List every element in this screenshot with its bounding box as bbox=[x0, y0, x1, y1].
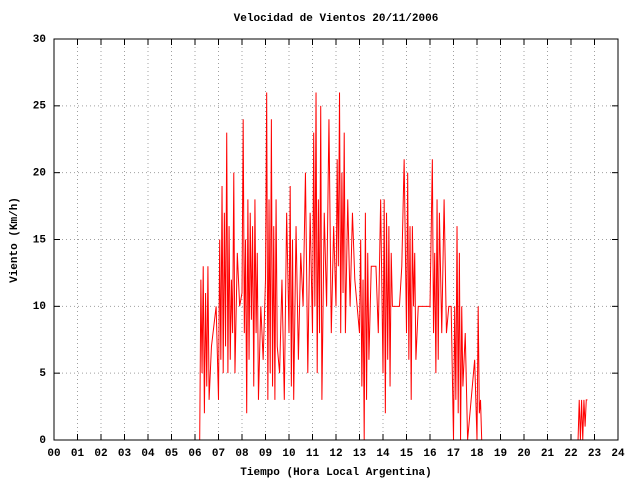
x-tick-label: 02 bbox=[94, 448, 107, 460]
x-tick-label: 21 bbox=[541, 448, 555, 460]
plot-border bbox=[53, 38, 619, 441]
x-tick-label: 14 bbox=[376, 448, 390, 460]
y-tick-label: 5 bbox=[39, 368, 46, 380]
y-tick-label: 0 bbox=[39, 435, 46, 447]
x-tick-label: 04 bbox=[141, 448, 155, 460]
x-tick-label: 23 bbox=[588, 448, 602, 460]
x-tick-label: 03 bbox=[118, 448, 132, 460]
x-tick-label: 24 bbox=[611, 448, 625, 460]
x-axis-label: Tiempo (Hora Local Argentina) bbox=[240, 467, 431, 479]
y-axis-label: Viento (Km/h) bbox=[9, 197, 21, 283]
y-tick-label: 20 bbox=[33, 168, 46, 180]
y-tick-label: 15 bbox=[33, 234, 47, 246]
y-tick-label: 30 bbox=[33, 34, 46, 46]
x-tick-label: 20 bbox=[517, 448, 530, 460]
x-tick-label: 19 bbox=[494, 448, 507, 460]
x-tick-label: 00 bbox=[47, 448, 60, 460]
x-tick-label: 10 bbox=[282, 448, 295, 460]
x-tick-label: 22 bbox=[564, 448, 577, 460]
y-tick-label: 25 bbox=[33, 101, 47, 113]
data-line bbox=[199, 92, 588, 441]
x-tick-label: 15 bbox=[400, 448, 414, 460]
x-tick-label: 17 bbox=[447, 448, 460, 460]
x-tick-label: 05 bbox=[165, 448, 179, 460]
x-tick-label: 12 bbox=[329, 448, 342, 460]
chart-title: Velocidad de Vientos 20/11/2006 bbox=[234, 13, 439, 25]
x-tick-label: 01 bbox=[71, 448, 85, 460]
x-tick-label: 16 bbox=[423, 448, 436, 460]
x-tick-label: 18 bbox=[470, 448, 484, 460]
x-tick-label: 06 bbox=[188, 448, 201, 460]
x-tick-label: 08 bbox=[235, 448, 249, 460]
x-tick-label: 07 bbox=[212, 448, 225, 460]
y-tick-label: 10 bbox=[33, 301, 46, 313]
x-tick-label: 13 bbox=[353, 448, 367, 460]
x-tick-label: 09 bbox=[259, 448, 272, 460]
x-tick-label: 11 bbox=[306, 448, 320, 460]
